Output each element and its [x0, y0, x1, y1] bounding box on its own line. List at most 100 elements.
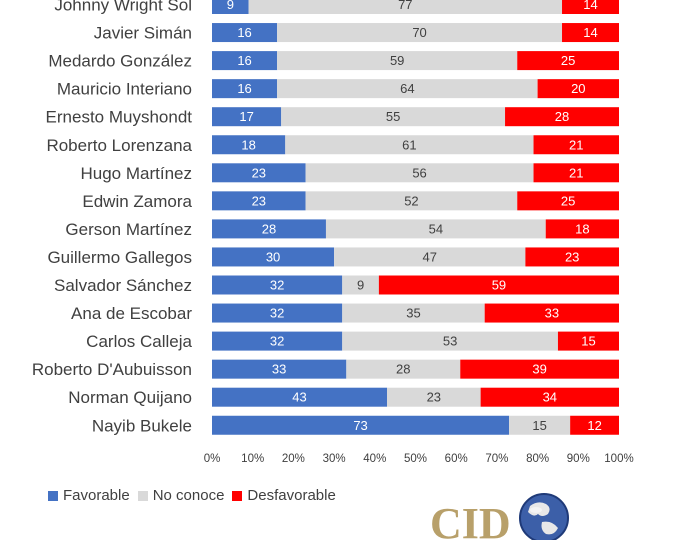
- bar-segment: [342, 331, 558, 351]
- bar-segment: [342, 303, 485, 323]
- data-label: 70: [412, 25, 426, 40]
- bar-segment: [305, 163, 534, 183]
- data-label: 59: [390, 53, 404, 68]
- category-label: Hugo Martínez: [81, 164, 193, 183]
- bar-segment: [562, 23, 619, 43]
- data-label: 43: [292, 390, 306, 405]
- data-label: 35: [406, 306, 420, 321]
- bar-segment: [212, 163, 306, 183]
- data-label: 53: [443, 334, 457, 349]
- x-axis-ticks: 0% 10% 20% 30% 40% 50% 60% 70% 80% 90% 100%: [204, 453, 634, 465]
- x-tick-label: 40%: [363, 453, 386, 465]
- data-label: 28: [262, 221, 276, 236]
- bar-segment: [281, 107, 506, 127]
- data-label: 56: [412, 165, 426, 180]
- bar-segment: [277, 79, 538, 99]
- bar-segment: [505, 107, 619, 127]
- bar-segment: [484, 303, 619, 323]
- cid-logo: CID: [430, 492, 570, 545]
- category-label: Carlos Calleja: [86, 332, 192, 351]
- data-label: 64: [400, 81, 414, 96]
- data-label: 21: [569, 165, 583, 180]
- category-label: Edwin Zamora: [82, 192, 192, 211]
- category-label: Johnny Wright Sol: [54, 0, 192, 15]
- bar-area: 9 77 14 16 70 14 16 59 25 16 64 20 17 55 28 18 61 21 23 56 2…: [212, 0, 619, 435]
- data-label: 9: [357, 278, 364, 293]
- bar-segment: [277, 51, 518, 71]
- category-label: Guillermo Gallegos: [47, 248, 192, 267]
- bar-segment: [533, 135, 619, 155]
- x-tick-label: 80%: [526, 453, 549, 465]
- x-tick-label: 90%: [567, 453, 590, 465]
- bar-segment: [562, 0, 619, 14]
- legend-item: No conoce: [137, 487, 225, 504]
- logo-text: CID: [430, 499, 511, 540]
- category-label: Mauricio Interiano: [57, 80, 192, 99]
- legend-item: Desfavorable: [232, 487, 336, 504]
- category-label: Roberto D'Aubuisson: [32, 360, 192, 379]
- data-label: 33: [272, 362, 286, 377]
- bar-segment: [212, 135, 286, 155]
- data-label: 32: [270, 306, 284, 321]
- bar-segment: [212, 0, 249, 14]
- bar-segment: [212, 51, 278, 71]
- bar-segment: [387, 387, 481, 407]
- category-label: Gerson Martínez: [65, 220, 192, 239]
- bar-segment: [346, 359, 461, 379]
- data-label: 73: [353, 418, 367, 433]
- data-label: 16: [237, 53, 251, 68]
- data-label: 34: [543, 390, 557, 405]
- data-label: 25: [561, 193, 575, 208]
- bar-segment: [212, 359, 347, 379]
- category-label: Salvador Sánchez: [54, 276, 192, 295]
- data-label: 23: [427, 390, 441, 405]
- data-label: 15: [532, 418, 546, 433]
- data-label: 12: [587, 418, 601, 433]
- bar-segment: [212, 247, 335, 267]
- x-tick-label: 30%: [323, 453, 346, 465]
- bar-segment: [533, 163, 619, 183]
- bar-segment: [248, 0, 563, 14]
- bar-segment: [517, 51, 619, 71]
- bar-segment: [277, 23, 563, 43]
- legend-item: Favorable: [48, 487, 130, 504]
- legend-label: No conoce: [152, 487, 225, 504]
- data-label: 33: [545, 306, 559, 321]
- bar-segment: [212, 275, 343, 295]
- bar-segment: [334, 247, 526, 267]
- category-label: Medardo González: [48, 52, 192, 71]
- bar-segment: [212, 23, 278, 43]
- bar-segment: [325, 219, 546, 239]
- data-label: 20: [571, 81, 585, 96]
- data-label: 32: [270, 334, 284, 349]
- category-labels: Johnny Wright Sol Javier Simán Medardo Gon…: [32, 0, 193, 435]
- bar-segment: [212, 415, 510, 435]
- data-label: 30: [266, 249, 280, 264]
- bar-segment: [285, 135, 534, 155]
- bar-segment: [545, 219, 619, 239]
- data-label: 54: [429, 221, 443, 236]
- x-tick-label: 50%: [404, 453, 427, 465]
- category-label: Javier Simán: [94, 24, 192, 43]
- data-label: 18: [575, 221, 589, 236]
- bar-segment: [557, 331, 619, 351]
- bar-segment: [517, 191, 619, 211]
- data-label: 16: [237, 81, 251, 96]
- bar-segment: [378, 275, 619, 295]
- bar-segment: [212, 387, 388, 407]
- data-label: 59: [492, 278, 506, 293]
- bar-segment: [212, 219, 326, 239]
- bar-segment: [480, 387, 619, 407]
- x-tick-label: 60%: [445, 453, 468, 465]
- data-label: 16: [237, 25, 251, 40]
- data-label: 14: [583, 25, 597, 40]
- bar-segment: [537, 79, 619, 99]
- data-label: 15: [581, 334, 595, 349]
- data-label: 55: [386, 109, 400, 124]
- category-label: Ernesto Muyshondt: [46, 108, 193, 127]
- x-tick-label: 100%: [604, 453, 633, 465]
- bar-segment: [212, 191, 306, 211]
- data-label: 25: [561, 53, 575, 68]
- globe-icon: [519, 493, 569, 543]
- data-label: 77: [398, 0, 412, 12]
